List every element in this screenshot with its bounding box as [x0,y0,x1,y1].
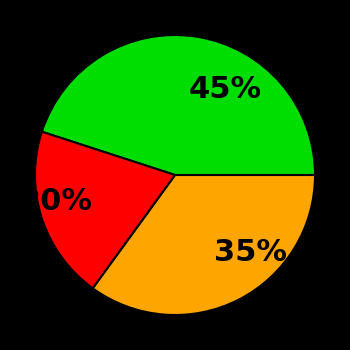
Wedge shape [42,35,315,175]
Text: 45%: 45% [189,75,262,104]
Wedge shape [35,132,175,288]
Text: 35%: 35% [215,238,287,267]
Text: 20%: 20% [20,187,92,216]
Wedge shape [93,175,315,315]
